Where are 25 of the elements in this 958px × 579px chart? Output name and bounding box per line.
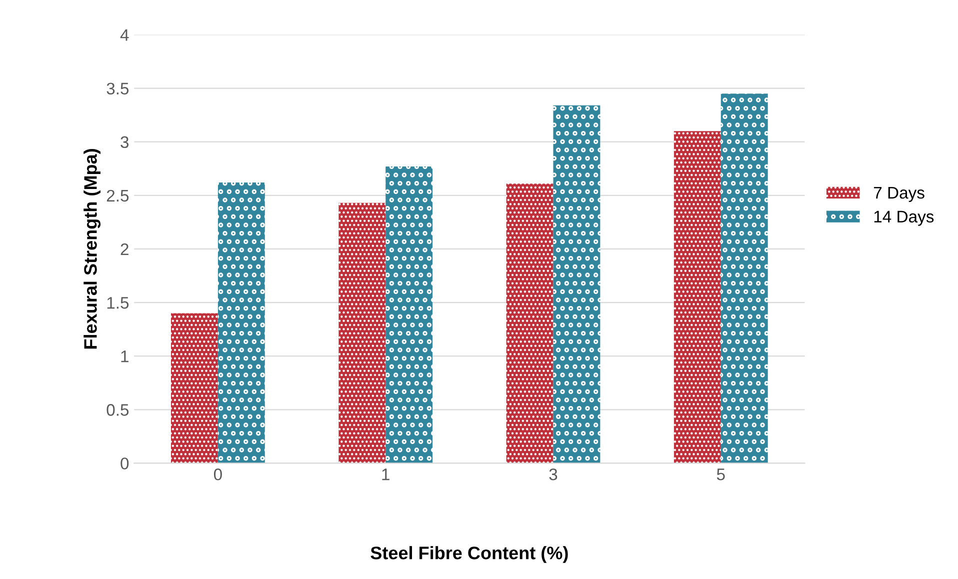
x-tick-label: 5 (716, 468, 725, 480)
bar (386, 166, 433, 464)
y-tick-label: 2.5 (106, 190, 129, 202)
y-axis-title: Flexural Strength (Mpa) (84, 149, 101, 349)
y-tick-label: 0.5 (106, 404, 129, 416)
legend-label: 14 Days (874, 210, 934, 226)
legend-label: 7 Days (874, 187, 924, 202)
x-tick-label: 3 (549, 468, 558, 480)
y-tick-label: 3 (120, 136, 129, 148)
x-tick-label: 0 (214, 468, 222, 480)
x-axis-title: Steel Fibre Content (%) (370, 546, 568, 563)
bar (553, 105, 600, 464)
bar (338, 202, 386, 464)
bar (720, 94, 768, 464)
bar (506, 184, 554, 464)
y-tick-label: 3.5 (106, 82, 129, 94)
bar (674, 131, 721, 464)
y-tick-label: 0 (120, 458, 129, 470)
bar (218, 182, 265, 464)
y-tick-label: 1.5 (107, 297, 129, 309)
y-tick-label: 4 (120, 29, 129, 41)
bar (171, 313, 218, 464)
y-tick-label: 2 (120, 243, 128, 256)
y-tick-label: 1 (121, 350, 128, 362)
x-tick-label: 1 (382, 468, 390, 480)
